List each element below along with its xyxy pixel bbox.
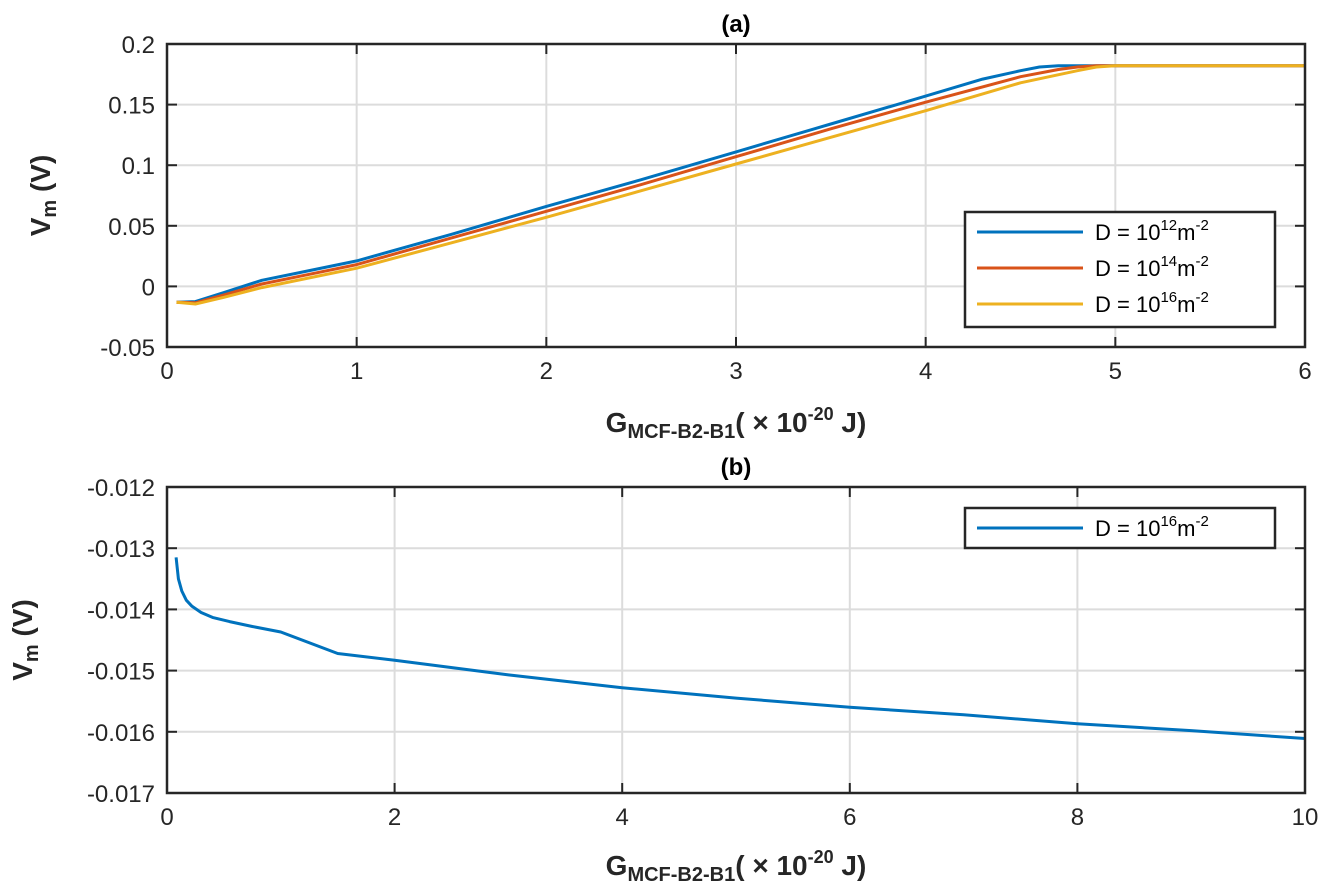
x-axis-label: GMCF-B2-B1( × 10-20 J): [606, 404, 867, 443]
y-tick-label: -0.012: [87, 475, 155, 502]
x-tick-label: 0: [160, 358, 173, 385]
x-tick-label: 4: [616, 804, 629, 831]
y-axis-label: Vm (V): [7, 599, 43, 681]
x-tick-label: 6: [1298, 358, 1311, 385]
y-tick-label: -0.014: [87, 597, 155, 624]
legend: D = 1012m-2 D = 1014m-2 D = 1016m-2: [963, 210, 1277, 329]
x-tick-label: 0: [160, 804, 173, 831]
chart-b: 0 2 4 6 8 10 -0.017 -0.016 -0.015 -0.014 -0.013 -0.…: [7, 454, 1318, 885]
legend: D = 1016m-2: [963, 506, 1277, 550]
series-line-3: [176, 64, 1305, 306]
x-tick-label: 2: [540, 358, 553, 385]
x-tick-label: 2: [388, 804, 401, 831]
y-tick-label: 0.2: [122, 32, 155, 59]
x-tick-label: 1: [350, 358, 363, 385]
x-tick-label: 3: [729, 358, 742, 385]
chart-a: 0 1 2 3 4 5 6-0.0500.050.10.150.2(a)GMCF-B2-B1…: [25, 11, 1312, 443]
axes-box: [165, 485, 1307, 795]
x-tick-label: 10: [1292, 804, 1319, 831]
x-axis-label: GMCF-B2-B1( × 10-20 J): [606, 847, 867, 885]
y-axis-label: Vm (V): [25, 155, 61, 237]
series-line-1: [176, 64, 1305, 304]
y-tick-label: 0.1: [122, 153, 155, 180]
x-tick-label: 4: [919, 358, 932, 385]
chart-title: (b): [721, 454, 752, 481]
y-tick-label: -0.015: [87, 659, 155, 686]
legend-entry: D = 1014m-2: [1095, 253, 1209, 281]
x-tick-label: 8: [1071, 804, 1084, 831]
y-tick-label: -0.017: [87, 781, 155, 808]
y-tick-label: 0.15: [108, 93, 155, 120]
x-tick-label: 5: [1109, 358, 1122, 385]
y-tick-label: -0.016: [87, 720, 155, 747]
chart-title: (a): [721, 11, 750, 38]
series-line-1: [174, 557, 1306, 740]
y-tick-label: -0.05: [100, 335, 155, 362]
x-tick-label: 6: [843, 804, 856, 831]
y-tick-label: 0.05: [108, 214, 155, 241]
legend-entry: D = 1016m-2: [1095, 513, 1209, 541]
y-tick-label: 0: [142, 274, 155, 301]
legend-entry: D = 1016m-2: [1095, 289, 1209, 317]
y-tick-label: -0.013: [87, 536, 155, 563]
legend-entry: D = 1012m-2: [1095, 217, 1209, 245]
